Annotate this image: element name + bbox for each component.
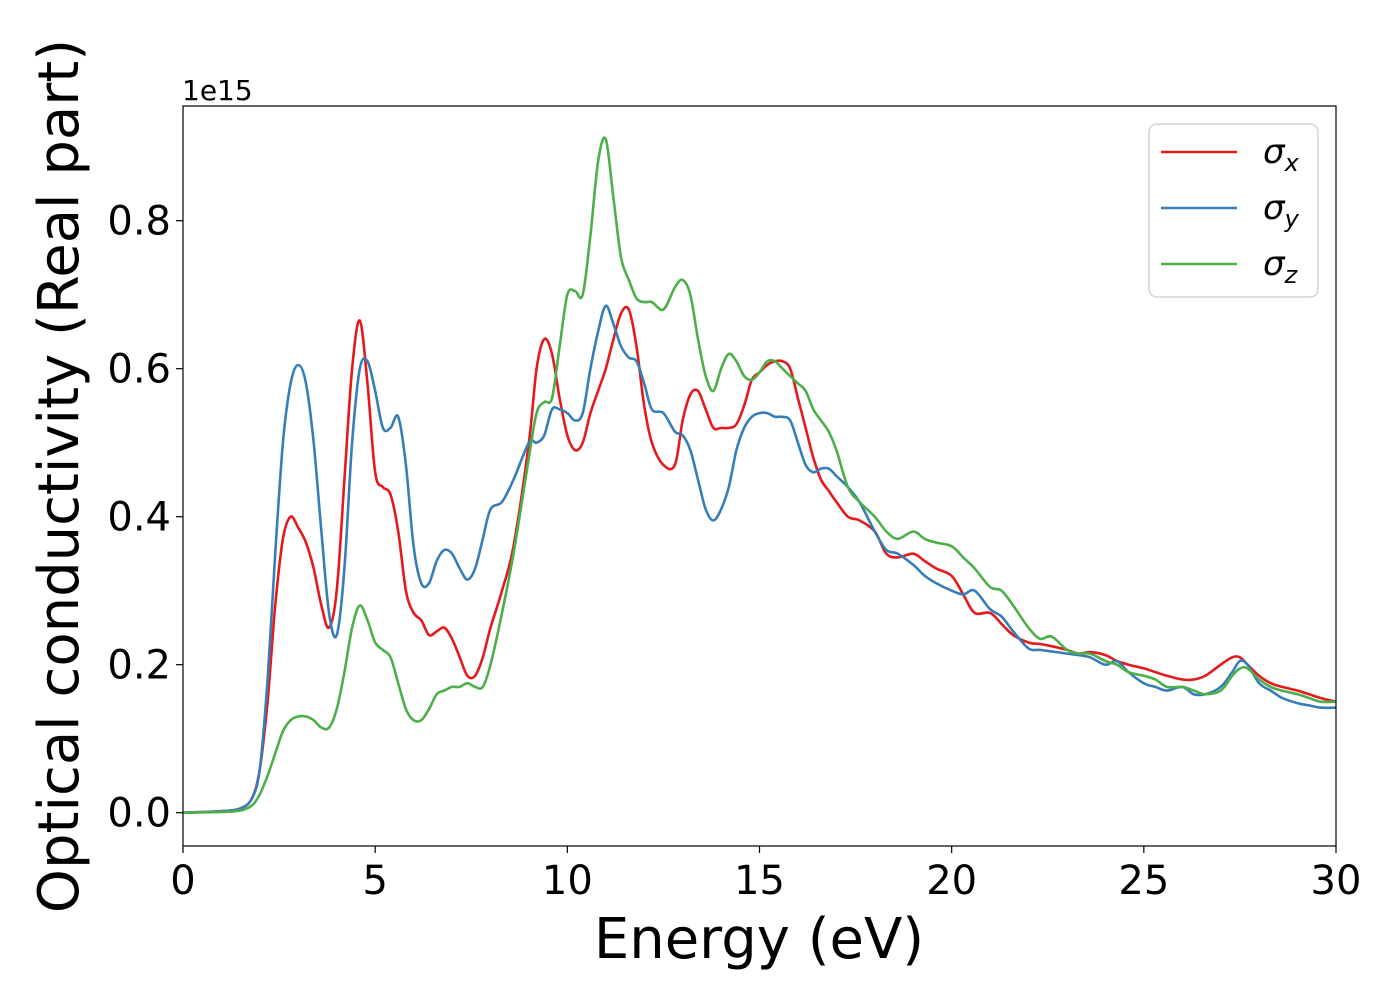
legend-label-y: σy: [1263, 188, 1300, 233]
y-tick-label: 0.4: [107, 495, 171, 541]
plot-lines: [182, 136, 1337, 814]
x-tick-label: 0: [170, 858, 195, 904]
y-tick-label: 0.6: [107, 347, 171, 393]
series-line-x: [182, 305, 1337, 814]
x-axis-title: Energy (eV): [594, 907, 924, 972]
y-tick-label: 0.8: [107, 199, 171, 245]
x-tick-label: 10: [542, 858, 593, 904]
x-tick-label: 20: [926, 858, 977, 904]
series-line-y: [182, 304, 1337, 814]
series-line-z: [182, 136, 1337, 814]
y-tick-label: 0.2: [107, 643, 171, 689]
x-tick-label: 15: [734, 858, 785, 904]
y-offset-label: 1e15: [182, 74, 253, 107]
legend-label-x: σx: [1263, 132, 1300, 177]
legend-box: [1148, 123, 1319, 298]
x-tick-label: 25: [1118, 858, 1169, 904]
x-axis: 0 5 10 15 20 25 30: [170, 846, 1361, 904]
y-tick-label: 0.0: [107, 791, 171, 837]
x-tick-label: 30: [1311, 858, 1362, 904]
y-axis: 0.0 0.2 0.4 0.6 0.8: [107, 199, 183, 837]
x-tick-label: 5: [362, 858, 387, 904]
y-axis-title: Optical conductivity (Real part): [27, 39, 92, 913]
